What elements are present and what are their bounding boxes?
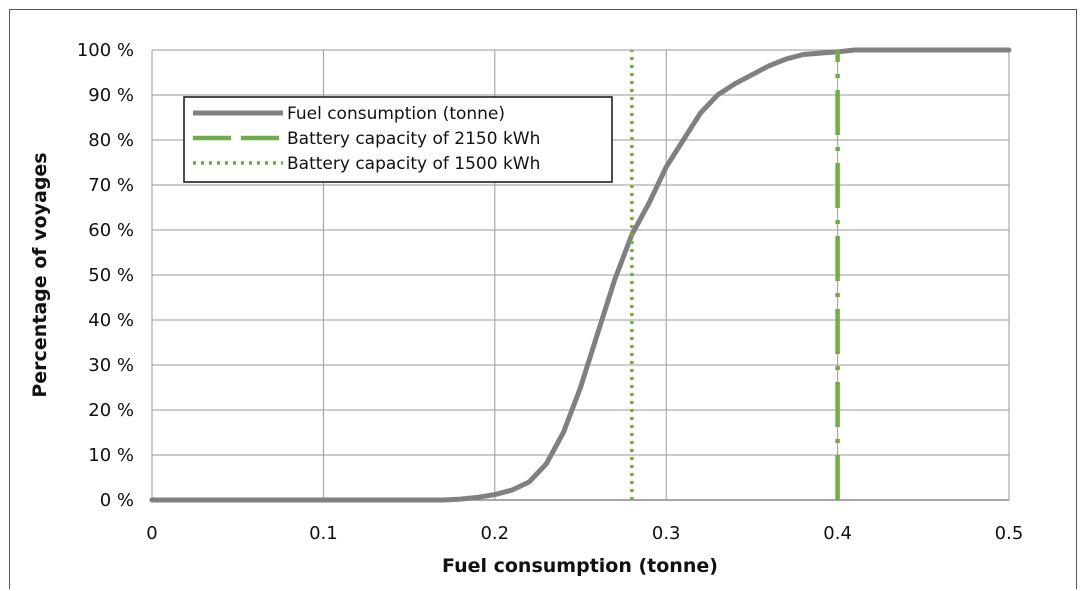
legend: Fuel consumption (tonne) Battery capacity… bbox=[183, 96, 613, 183]
series-line-1 bbox=[149, 47, 1012, 503]
y-axis-title: Percentage of voyages bbox=[29, 152, 51, 397]
x-tick-label: 0 bbox=[146, 523, 157, 544]
x-tick-label: 0.5 bbox=[995, 523, 1024, 544]
y-tick-label: 80 % bbox=[88, 130, 134, 151]
y-tick-label: 70 % bbox=[88, 175, 134, 196]
y-tick-label: 90 % bbox=[88, 85, 134, 106]
y-tick-label: 30 % bbox=[88, 355, 134, 376]
legend-label: Fuel consumption (tonne) bbox=[287, 104, 505, 124]
legend-label: Battery capacity of 2150 kWh bbox=[287, 129, 540, 149]
y-tick-label: 20 % bbox=[88, 400, 134, 421]
y-tick-label: 10 % bbox=[88, 445, 134, 466]
y-tick-label: 0 % bbox=[100, 490, 134, 511]
y-axis-ticks: 0 % 10 % 20 % 30 % 40 % 50 % 60 % 70 % 80 % 90 % 1… bbox=[77, 40, 134, 511]
y-tick-label: 60 % bbox=[88, 220, 134, 241]
plot-area bbox=[149, 47, 1012, 503]
y-tick-label: 100 % bbox=[77, 40, 134, 61]
x-tick-label: 0.4 bbox=[823, 523, 852, 544]
legend-label: Battery capacity of 1500 kWh bbox=[287, 154, 540, 174]
y-tick-label: 50 % bbox=[88, 265, 134, 286]
x-axis-ticks: 0 0.1 0.2 0.3 0.4 0.5 bbox=[146, 523, 1023, 544]
x-tick-label: 0.3 bbox=[652, 523, 681, 544]
x-axis-title: Fuel consumption (tonne) bbox=[442, 555, 718, 577]
x-tick-label: 0.2 bbox=[480, 523, 509, 544]
chart-frame bbox=[9, 9, 1077, 589]
y-tick-label: 40 % bbox=[88, 310, 134, 331]
x-tick-label: 0.1 bbox=[309, 523, 338, 544]
